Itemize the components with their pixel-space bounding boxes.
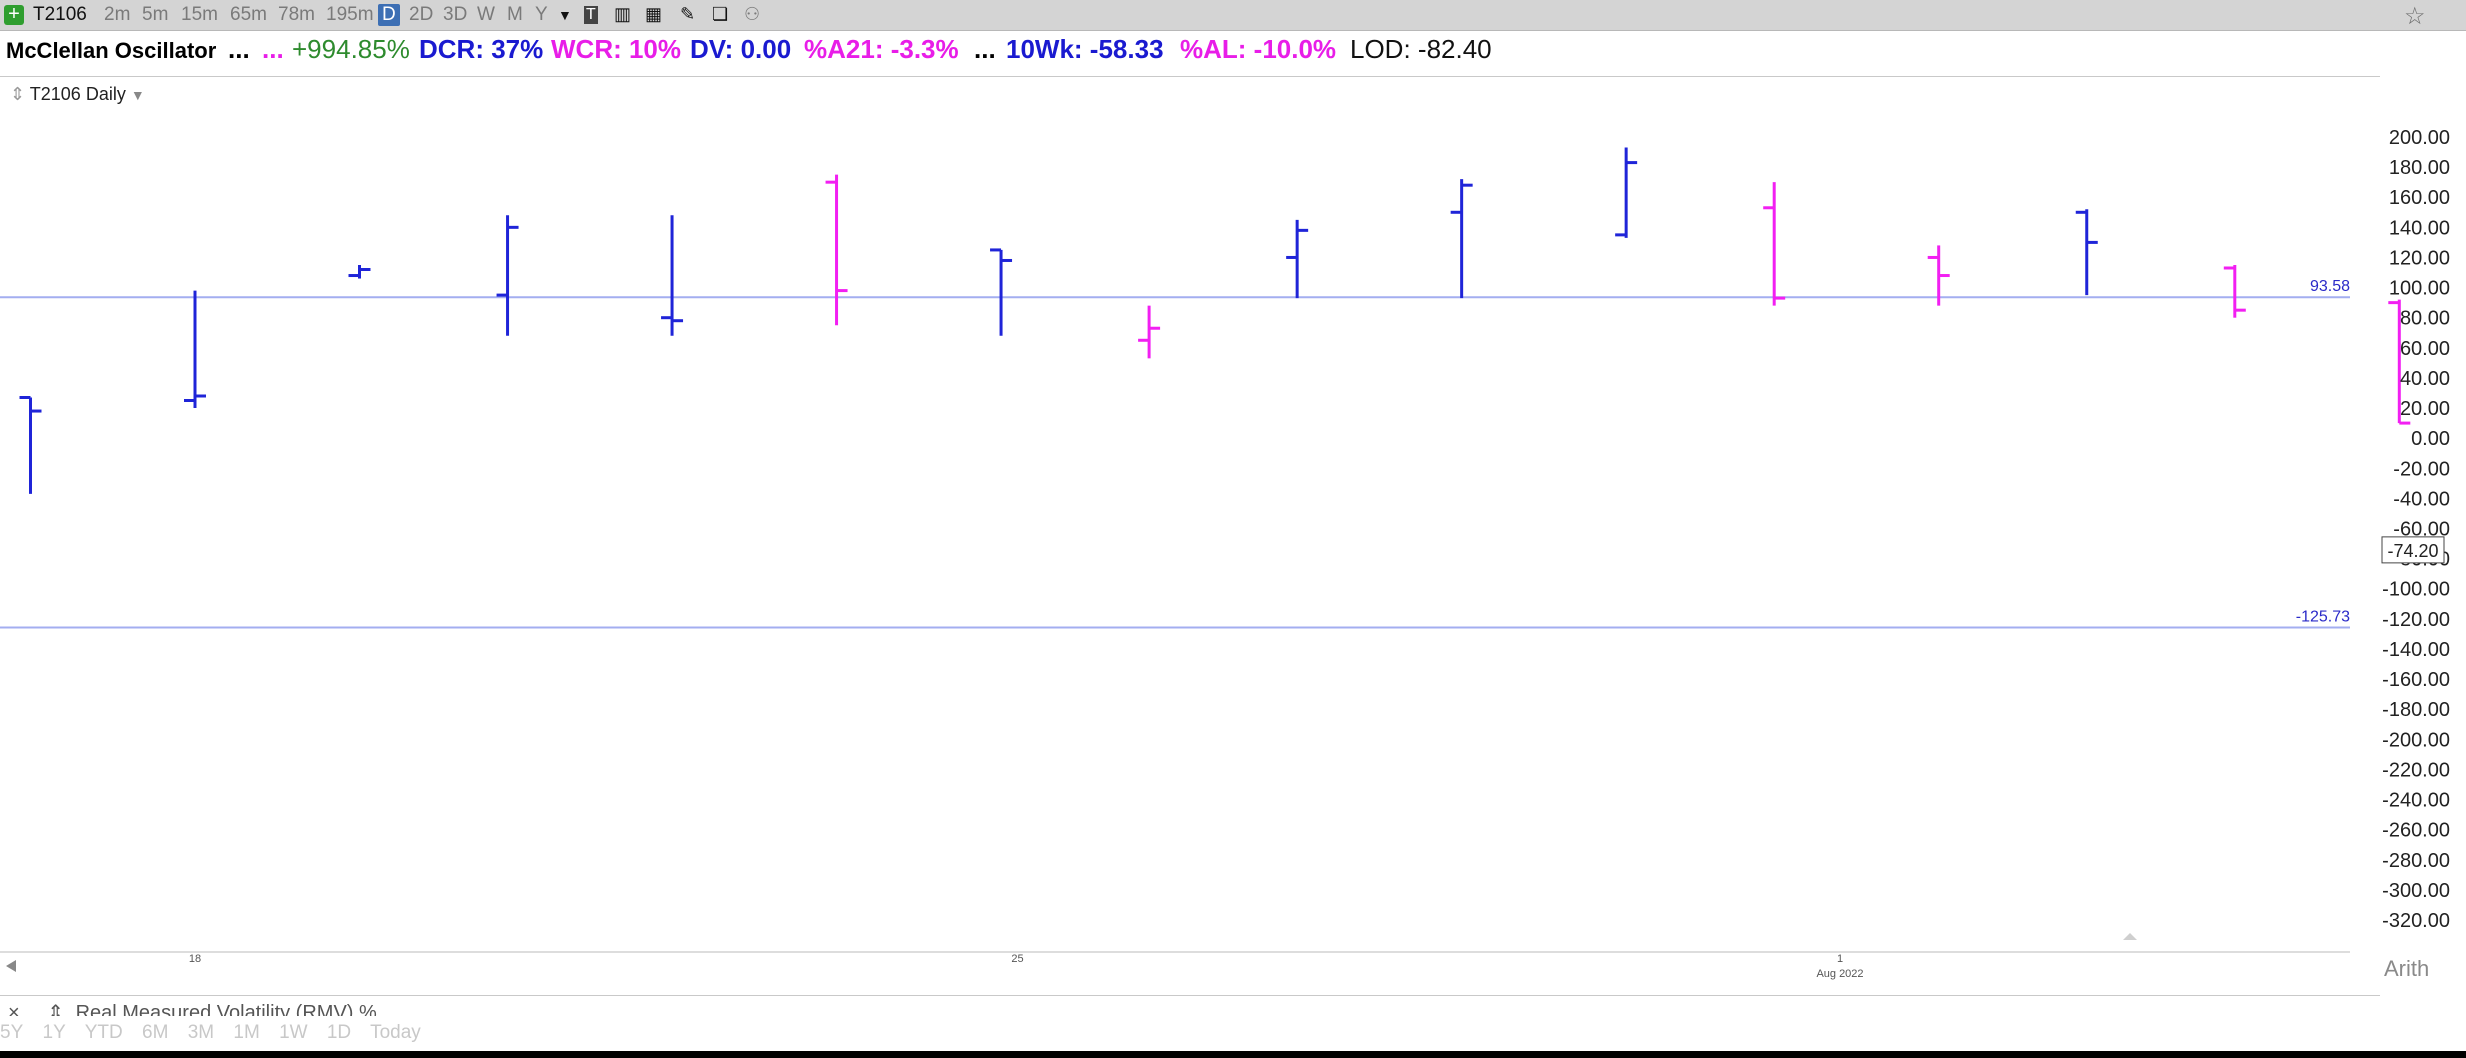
y-tick-label: -240.00 <box>2382 790 2450 812</box>
al-stat: %AL: -10.0% <box>1180 34 1337 64</box>
y-tick-label: 100.00 <box>2389 278 2450 300</box>
y-tick-label: -280.00 <box>2382 850 2450 872</box>
header-separator <box>0 76 2380 77</box>
info-dots-2: ... <box>262 34 284 64</box>
hline-label-1: -125.73 <box>2296 608 2350 625</box>
range-1m[interactable]: 1M <box>233 1022 260 1043</box>
y-tick-label: 60.00 <box>2400 338 2450 360</box>
symbol-label[interactable]: T2106 <box>33 4 87 25</box>
annotation-icon[interactable]: ❏ <box>712 4 729 24</box>
lod-stat: LOD: -82.40 <box>1350 34 1492 64</box>
y-tick-label: -160.00 <box>2382 669 2450 691</box>
draw-tool-icon[interactable]: ✎ <box>680 4 696 24</box>
bar-chart-icon[interactable]: ▥ <box>614 4 632 24</box>
timeframe-2m[interactable]: 2m <box>104 4 131 25</box>
lower-panel-label: Real Measured Volatility (RMV) % <box>75 1002 377 1016</box>
scroll-left-icon <box>6 960 16 972</box>
percent-change: +994.85% <box>292 34 410 64</box>
y-tick-label: -20.00 <box>2393 458 2450 480</box>
timeframe-78m[interactable]: 78m <box>278 4 315 25</box>
oscillator-chart[interactable]: 93.58-125.73 200.00180.00160.00140.00120… <box>0 110 2466 985</box>
y-tick-label: 20.00 <box>2400 398 2450 420</box>
timeframe-yearly[interactable]: Y <box>535 4 548 25</box>
range-1y[interactable]: 1Y <box>42 1022 66 1043</box>
timeframe-5m[interactable]: 5m <box>142 4 169 25</box>
share-icon[interactable]: ⚇ <box>744 4 761 24</box>
range-1w[interactable]: 1W <box>279 1022 308 1043</box>
timeframe-2d[interactable]: 2D <box>409 4 434 25</box>
y-tick-label: 200.00 <box>2389 127 2450 149</box>
layout-icon[interactable]: ▦ <box>645 4 663 24</box>
y-tick-label: -200.00 <box>2382 729 2450 751</box>
range-today[interactable]: Today <box>370 1022 421 1043</box>
y-tick-label: 180.00 <box>2389 157 2450 179</box>
chart-type-icon[interactable]: T <box>584 6 598 24</box>
timeframe-195m[interactable]: 195m <box>326 4 374 25</box>
lower-panel-handle-icon[interactable]: ⇕ <box>47 1002 65 1016</box>
dv-stat: DV: 0.00 <box>690 34 792 64</box>
timeframe-65m[interactable]: 65m <box>230 4 267 25</box>
x-axis[interactable]: 11182518152229612192631017Aug 2022Sep 20… <box>0 933 2466 980</box>
y-tick-label: -260.00 <box>2382 820 2450 842</box>
ohlc-bars <box>19 147 2411 494</box>
x-day-tick: 18 <box>189 953 201 965</box>
y-tick-label: -60.00 <box>2393 519 2450 541</box>
ten-week-stat: 10Wk: -58.33 <box>1006 34 1164 64</box>
y-tick-label: 120.00 <box>2389 247 2450 269</box>
range-6m[interactable]: 6M <box>142 1022 169 1043</box>
range-1d[interactable]: 1D <box>326 1022 352 1043</box>
panel-title-label: T2106 Daily <box>29 84 126 104</box>
timeframe-daily[interactable]: D <box>378 4 400 26</box>
scale-mode-label[interactable]: Arith <box>2384 956 2430 981</box>
lower-panel-close-icon[interactable]: × <box>8 1002 20 1016</box>
range-ytd[interactable]: YTD <box>84 1022 123 1043</box>
panel-dropdown-icon[interactable]: ▼ <box>130 87 145 103</box>
y-tick-label: -120.00 <box>2382 609 2450 631</box>
info-dots-1: ... <box>228 34 250 64</box>
y-tick-label: -140.00 <box>2382 639 2450 661</box>
panel-separator <box>0 995 2380 996</box>
range-3m[interactable]: 3M <box>187 1022 215 1043</box>
y-tick-label: -220.00 <box>2382 759 2450 781</box>
dcr-stat: DCR: 37% <box>419 34 544 64</box>
y-tick-label: 140.00 <box>2389 217 2450 239</box>
add-symbol-icon[interactable]: + <box>4 4 24 25</box>
lower-panel-title[interactable]: × ⇕ Real Measured Volatility (RMV) % <box>8 1000 377 1016</box>
timeframe-weekly[interactable]: W <box>477 4 495 25</box>
a21-stat: %A21: -3.3% <box>804 34 959 64</box>
x-day-tick: 1 <box>1837 953 1843 965</box>
x-day-tick: 25 <box>1011 953 1023 965</box>
y-tick-label: -320.00 <box>2382 910 2450 932</box>
timeframe-3d[interactable]: 3D <box>443 4 468 25</box>
panel-handle-icon[interactable]: ⇕ <box>10 84 26 104</box>
y-tick-label: -100.00 <box>2382 579 2450 601</box>
panel-title[interactable]: ⇕ T2106 Daily ▼ <box>10 84 145 105</box>
wcr-stat: WCR: 10% <box>551 34 682 64</box>
y-tick-label: 80.00 <box>2400 308 2450 330</box>
last-value-label: -74.20 <box>2387 541 2438 561</box>
horizontal-lines: 93.58 -125.73 <box>0 278 2350 629</box>
indicator-name: McClellan Oscillator <box>6 38 217 63</box>
toolbar: + T2106 2m 5m 15m 65m 78m 195m D 2D 3D W… <box>0 0 2466 31</box>
info-dots-3: ... <box>974 34 996 64</box>
current-date-marker-icon <box>2123 933 2137 940</box>
y-tick-label: -300.00 <box>2382 880 2450 902</box>
indicator-info-bar: McClellan Oscillator ... ... +994.85% DC… <box>0 34 2400 70</box>
range-selector: 5Y 1Y YTD 6M 3M 1M 1W 1D Today <box>0 1022 435 1044</box>
range-5y[interactable]: 5Y <box>0 1022 24 1043</box>
x-month-tick: Aug 2022 <box>1816 968 1863 980</box>
last-value-box <box>2381 536 2445 564</box>
footer-bar <box>0 1051 2466 1058</box>
timeframe-15m[interactable]: 15m <box>181 4 218 25</box>
timeframe-monthly[interactable]: M <box>507 4 523 25</box>
timeframe-dropdown-icon[interactable]: ▼ <box>558 7 572 23</box>
y-tick-label: 160.00 <box>2389 187 2450 209</box>
y-tick-label: -40.00 <box>2393 488 2450 510</box>
y-tick-label: -180.00 <box>2382 699 2450 721</box>
y-axis[interactable]: 200.00 180.00 160.00 140.00 120.00 100.00 80.0… <box>2381 127 2450 932</box>
y-tick-label: 40.00 <box>2400 368 2450 390</box>
hline-label-0: 93.58 <box>2310 278 2350 295</box>
y-tick-label: 0.00 <box>2411 428 2450 450</box>
favorite-star-icon[interactable]: ☆ <box>2404 3 2426 30</box>
